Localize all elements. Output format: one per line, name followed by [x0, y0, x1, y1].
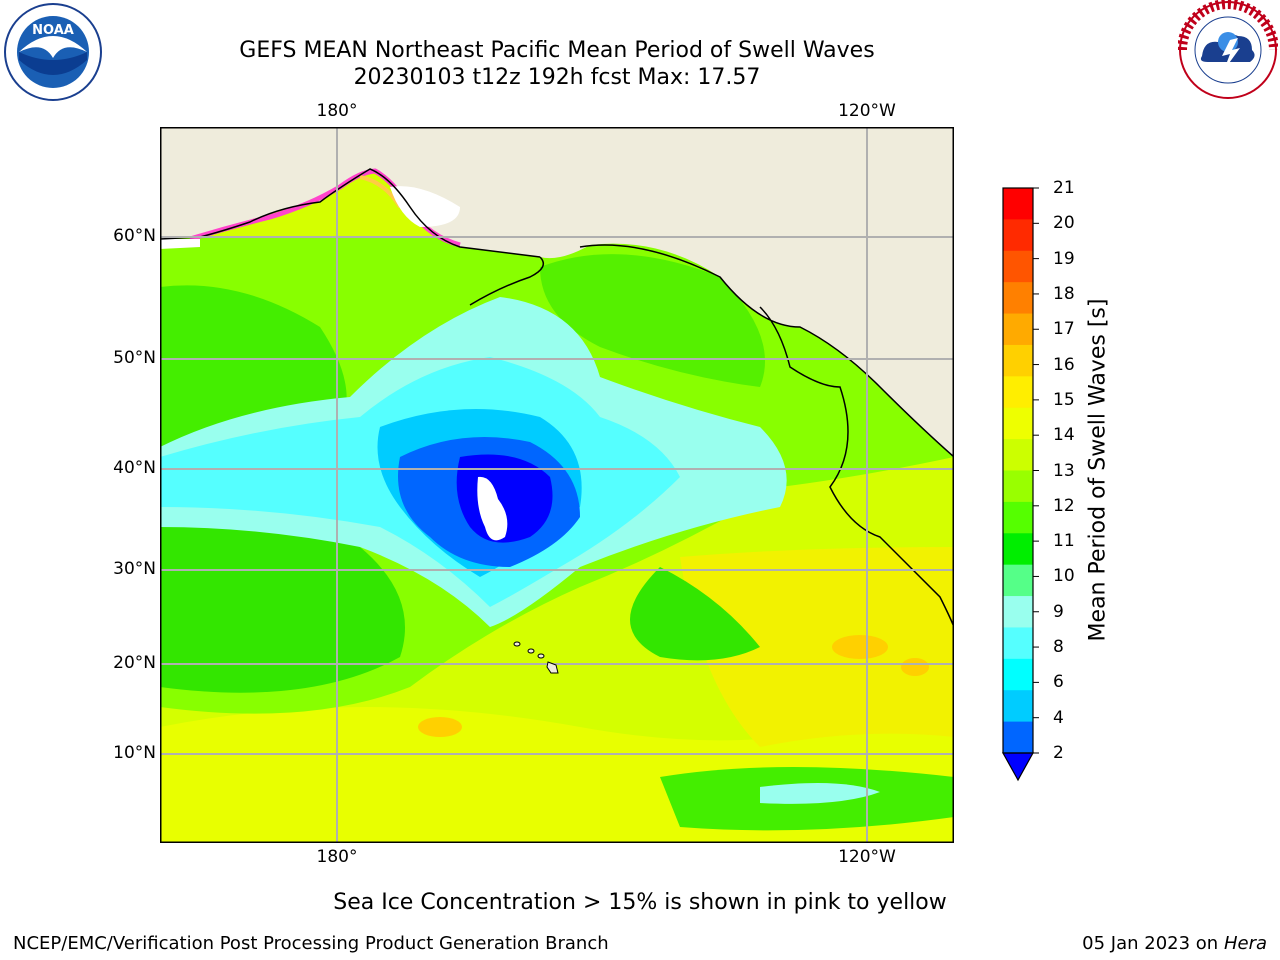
colorbar-segment: [1003, 596, 1033, 628]
noaa-logo: NOAA: [4, 3, 102, 101]
colorbar-segment: [1003, 250, 1033, 283]
colorbar-tick-label: 10: [1053, 566, 1075, 587]
colorbar-tick-label: 14: [1053, 425, 1075, 446]
colorbar-tick-label: 19: [1053, 248, 1075, 269]
lon-label-bottom-180: 180°: [316, 847, 358, 867]
chart-subtitle: 20230103 t12z 192h fcst Max: 17.57: [353, 65, 761, 90]
footer-credit: NCEP/EMC/Verification Post Processing Pr…: [13, 933, 609, 954]
colorbar-segment: [1003, 658, 1033, 691]
colorbar-segment: [1003, 627, 1033, 660]
lat-label-50n: 50°N: [113, 348, 156, 368]
colorbar-tick-label: 18: [1053, 283, 1075, 304]
colorbar-tick-label: 20: [1053, 213, 1075, 234]
colorbar-tick-label: 9: [1053, 601, 1064, 622]
sea-ice-note: Sea Ice Concentration > 15% is shown in …: [333, 890, 947, 915]
footer-date: 05 Jan 2023 on Hera: [1082, 933, 1267, 954]
colorbar-tick-label: 4: [1053, 707, 1064, 728]
colorbar-tick-label: 11: [1053, 531, 1075, 552]
lat-label-10n: 10°N: [113, 743, 156, 763]
colorbar-segment: [1003, 470, 1033, 503]
colorbar-tick-label: 15: [1053, 389, 1075, 410]
svg-text:NOAA: NOAA: [32, 23, 74, 38]
dark-green-east: [630, 567, 760, 661]
orange-patch-2: [901, 658, 929, 676]
colorbar-tick-label: 13: [1053, 460, 1075, 481]
lon-label-top-120w: 120°W: [838, 101, 896, 121]
colorbar-segment: [1003, 533, 1033, 566]
colorbar-tick-label: 6: [1053, 672, 1064, 693]
colorbar-extend-triangle: [1001, 752, 1035, 782]
chart-title: GEFS MEAN Northeast Pacific Mean Period …: [239, 38, 875, 63]
deep-blue-core: [456, 454, 553, 543]
alaska-land: [160, 127, 954, 457]
white-ice-1: [390, 186, 460, 227]
hawaii-islands: [513, 641, 559, 674]
cyan-strip-south: [760, 783, 880, 804]
dark-green-south: [160, 520, 405, 693]
colorbar-tick-label: 8: [1053, 637, 1064, 658]
lon-label-top-180: 180°: [316, 101, 358, 121]
dark-green-ne: [540, 254, 765, 387]
colorbar-segment: [1003, 219, 1033, 252]
colorbar-segment: [1003, 690, 1033, 723]
colorbar-tick-label: 21: [1053, 178, 1075, 198]
coastline: [160, 168, 954, 628]
nws-logo: [1178, 0, 1278, 99]
lat-label-60n: 60°N: [113, 226, 156, 246]
yellow-east: [680, 547, 954, 747]
swell-period-map: [160, 127, 954, 843]
colorbar-segment: [1003, 282, 1033, 315]
colorbar-segment: [1003, 501, 1033, 534]
colorbar-segment: [1003, 721, 1033, 754]
colorbar-label: Mean Period of Swell Waves [s]: [1085, 298, 1111, 642]
colorbar-segment: [1003, 407, 1033, 440]
white-ice-2: [160, 239, 200, 249]
colorbar-tick-label: 12: [1053, 495, 1075, 516]
colorbar: [1001, 187, 1039, 782]
footer-date-text: 05 Jan 2023 on: [1082, 933, 1224, 954]
map-border: [160, 127, 954, 843]
colorbar-segment: [1003, 188, 1033, 220]
colorbar-segment: [1003, 344, 1033, 377]
orange-patch-1: [832, 635, 888, 659]
lat-label-20n: 20°N: [113, 653, 156, 673]
colorbar-tick-label: 16: [1053, 354, 1075, 375]
colorbar-tick-label: 2: [1053, 743, 1064, 763]
lon-label-bottom-120w: 120°W: [838, 847, 896, 867]
colorbar-segment: [1003, 376, 1033, 409]
colorbar-segment: [1003, 439, 1033, 471]
no-data-core: [477, 476, 508, 541]
colorbar-tick-label: 17: [1053, 319, 1075, 340]
colorbar-segment: [1003, 313, 1033, 346]
graticule: [160, 127, 954, 843]
lat-label-40n: 40°N: [113, 458, 156, 478]
footer-host: Hera: [1223, 933, 1267, 954]
lat-label-30n: 30°N: [113, 559, 156, 579]
colorbar-segments: [1003, 188, 1033, 754]
orange-patch-3: [418, 717, 462, 737]
colorbar-segment: [1003, 564, 1033, 597]
